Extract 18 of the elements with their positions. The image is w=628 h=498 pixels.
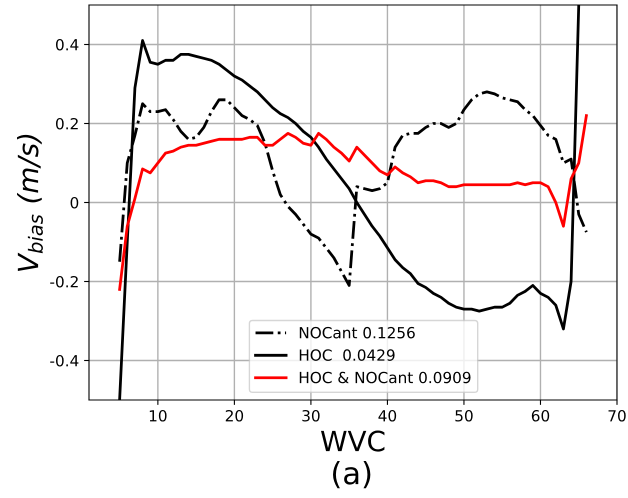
x-tick-label: 70 [608, 410, 626, 422]
x-axis-title: WVC [320, 430, 384, 452]
x-tick-label: 60 [532, 410, 550, 422]
text: (a) [333, 460, 370, 488]
x-tick-label: 50 [455, 410, 473, 422]
legend-label: NOCant 0.1256 [300, 326, 415, 338]
legend-label: HOC 0.0429 [300, 349, 395, 361]
x-tick-label: 20 [226, 410, 244, 422]
y-tick-label: 0.2 [56, 118, 78, 130]
y-tick-label: 0 [70, 196, 78, 209]
legend-label: HOC & NOCant 0.0909 [300, 372, 471, 384]
x-tick-label: 40 [378, 410, 396, 422]
x-tick-label: 10 [150, 410, 167, 422]
y-tick-label: -0.2 [50, 276, 78, 288]
y-tick-label: 0.4 [56, 38, 78, 51]
y-axis-title: V$_{bias}$ (m/s) [17, 134, 43, 272]
y-tick-label: -0.4 [50, 354, 78, 367]
x-tick-label: 30 [302, 410, 320, 422]
